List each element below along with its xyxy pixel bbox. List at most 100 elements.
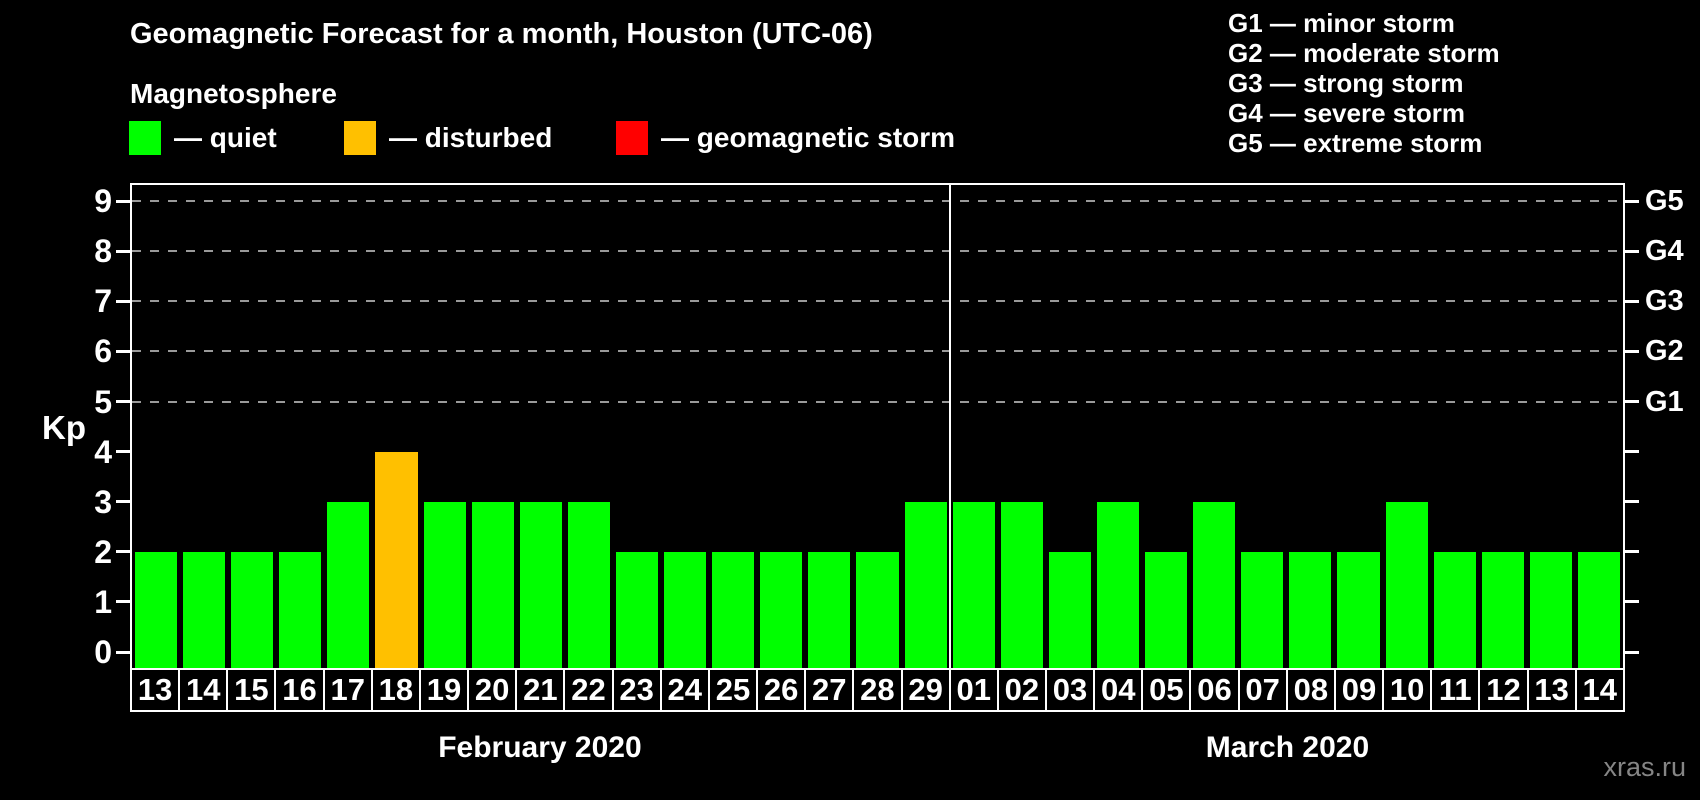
day-label: 22	[563, 668, 614, 712]
kp-bar	[423, 501, 466, 668]
kp-bar	[1481, 551, 1524, 668]
y-axis-tick-left	[116, 199, 130, 203]
day-label: 13	[130, 668, 181, 712]
day-label: 07	[1237, 668, 1288, 712]
y-axis-label-0: 0	[94, 634, 112, 670]
day-label: 03	[1044, 668, 1096, 712]
day-label: 14	[1574, 668, 1625, 712]
day-label: 09	[1333, 668, 1385, 712]
day-label: 24	[659, 668, 710, 712]
kp-bar	[1241, 551, 1284, 668]
day-label: 15	[226, 668, 277, 712]
y-axis-label-8: 8	[94, 233, 112, 270]
g-legend-line-g5: G5 — extreme storm	[1228, 128, 1483, 158]
kp-bar	[183, 551, 226, 668]
g-axis-label-g4: G4	[1645, 235, 1684, 268]
kp-bar	[279, 551, 322, 668]
legend-label-storm: — geomagnetic storm	[661, 122, 956, 153]
day-label: 05	[1141, 668, 1192, 712]
gridline-kp5	[132, 400, 1623, 403]
kp-bar	[567, 501, 610, 668]
legend-label-quiet: — quiet	[174, 122, 277, 153]
month-divider-line	[948, 185, 951, 668]
y-axis-tick-right	[1625, 299, 1639, 303]
g-scale-legend: G1 — minor storm G2 — moderate storm G3 — …	[1228, 8, 1500, 158]
magnetosphere-label: Magnetosphere	[130, 78, 337, 109]
kp-bar	[471, 501, 514, 668]
y-axis-tick-right	[1625, 349, 1639, 353]
kp-bar	[808, 551, 851, 668]
g-legend-line-g2: G2 — moderate storm	[1228, 38, 1500, 68]
y-axis-title: Kp	[42, 409, 86, 446]
day-label: 02	[996, 668, 1047, 712]
legend-label-disturbed: — disturbed	[389, 122, 553, 153]
gridline-kp8	[132, 250, 1623, 253]
kp-bar	[1577, 551, 1620, 668]
gridline-kp9	[132, 200, 1623, 203]
kp-bar	[327, 501, 370, 668]
kp-bar	[1433, 551, 1476, 668]
kp-bar	[1337, 551, 1380, 668]
kp-bar	[231, 551, 274, 668]
kp-bar	[1529, 551, 1572, 668]
legend-item-storm: — geomagnetic storm	[616, 121, 955, 155]
kp-bar	[1048, 551, 1091, 668]
kp-bar	[615, 551, 659, 668]
day-label: 10	[1382, 668, 1433, 712]
month-labels: February 2020 March 2020	[130, 728, 1625, 768]
g-axis-label-g5: G5	[1645, 185, 1684, 218]
y-axis-tick-right	[1625, 550, 1639, 554]
chart-title: Geomagnetic Forecast for a month, Housto…	[130, 18, 873, 50]
legend-item-disturbed: — disturbed	[344, 121, 552, 155]
disturbed-color-swatch	[344, 121, 376, 155]
y-axis-label-5: 5	[94, 383, 112, 420]
y-axis-tick-right	[1625, 450, 1639, 454]
day-label: 29	[900, 668, 951, 712]
y-axis-tick-left	[116, 400, 130, 403]
storm-color-swatch	[616, 121, 648, 155]
day-label: 21	[515, 668, 566, 712]
kp-bar	[952, 501, 995, 668]
y-axis-label-2: 2	[94, 533, 112, 570]
kp-bar	[1193, 501, 1236, 668]
kp-bar	[135, 551, 178, 668]
y-axis-tick-right	[1625, 600, 1639, 604]
day-label: 06	[1189, 668, 1240, 712]
day-label: 08	[1285, 668, 1336, 712]
kp-bar	[1385, 501, 1428, 668]
y-axis-tick-left	[116, 550, 130, 554]
kp-bar	[1096, 501, 1140, 668]
kp-bar	[856, 551, 899, 668]
y-axis-label-6: 6	[94, 333, 112, 370]
day-label: 25	[707, 668, 759, 712]
y-axis-tick-left	[116, 500, 130, 504]
day-label: 20	[467, 668, 518, 712]
g-legend-line-g1: G1 — minor storm	[1228, 8, 1455, 38]
y-axis-tick-right	[1625, 650, 1639, 654]
kp-bar	[712, 551, 755, 668]
y-axis-tick-right	[1625, 400, 1639, 403]
day-label: 26	[756, 668, 807, 712]
kp-bar	[904, 501, 947, 668]
g-axis-label-g3: G3	[1645, 285, 1684, 318]
y-axis-label-1: 1	[94, 583, 112, 620]
day-label: 23	[611, 668, 662, 712]
day-label: 16	[274, 668, 325, 712]
day-label: 14	[178, 668, 229, 712]
y-axis-tick-left	[116, 349, 130, 353]
quiet-color-swatch	[129, 121, 161, 155]
y-axis-tick-right	[1625, 249, 1639, 253]
day-label: 13	[1526, 668, 1577, 712]
day-label: 11	[1430, 668, 1481, 712]
g-axis-label-g2: G2	[1645, 335, 1684, 368]
g-legend-line-g3: G3 — strong storm	[1228, 68, 1464, 98]
kp-bar	[519, 501, 562, 668]
month-label-february: February 2020	[438, 731, 642, 764]
month-label-march: March 2020	[1205, 731, 1370, 764]
y-axis-label-7: 7	[94, 283, 112, 320]
y-axis-label-3: 3	[94, 483, 112, 520]
kp-bar	[375, 451, 418, 668]
y-axis-tick-right	[1625, 199, 1639, 203]
y-axis-label-4: 4	[94, 433, 112, 470]
plot-area	[130, 183, 1625, 668]
